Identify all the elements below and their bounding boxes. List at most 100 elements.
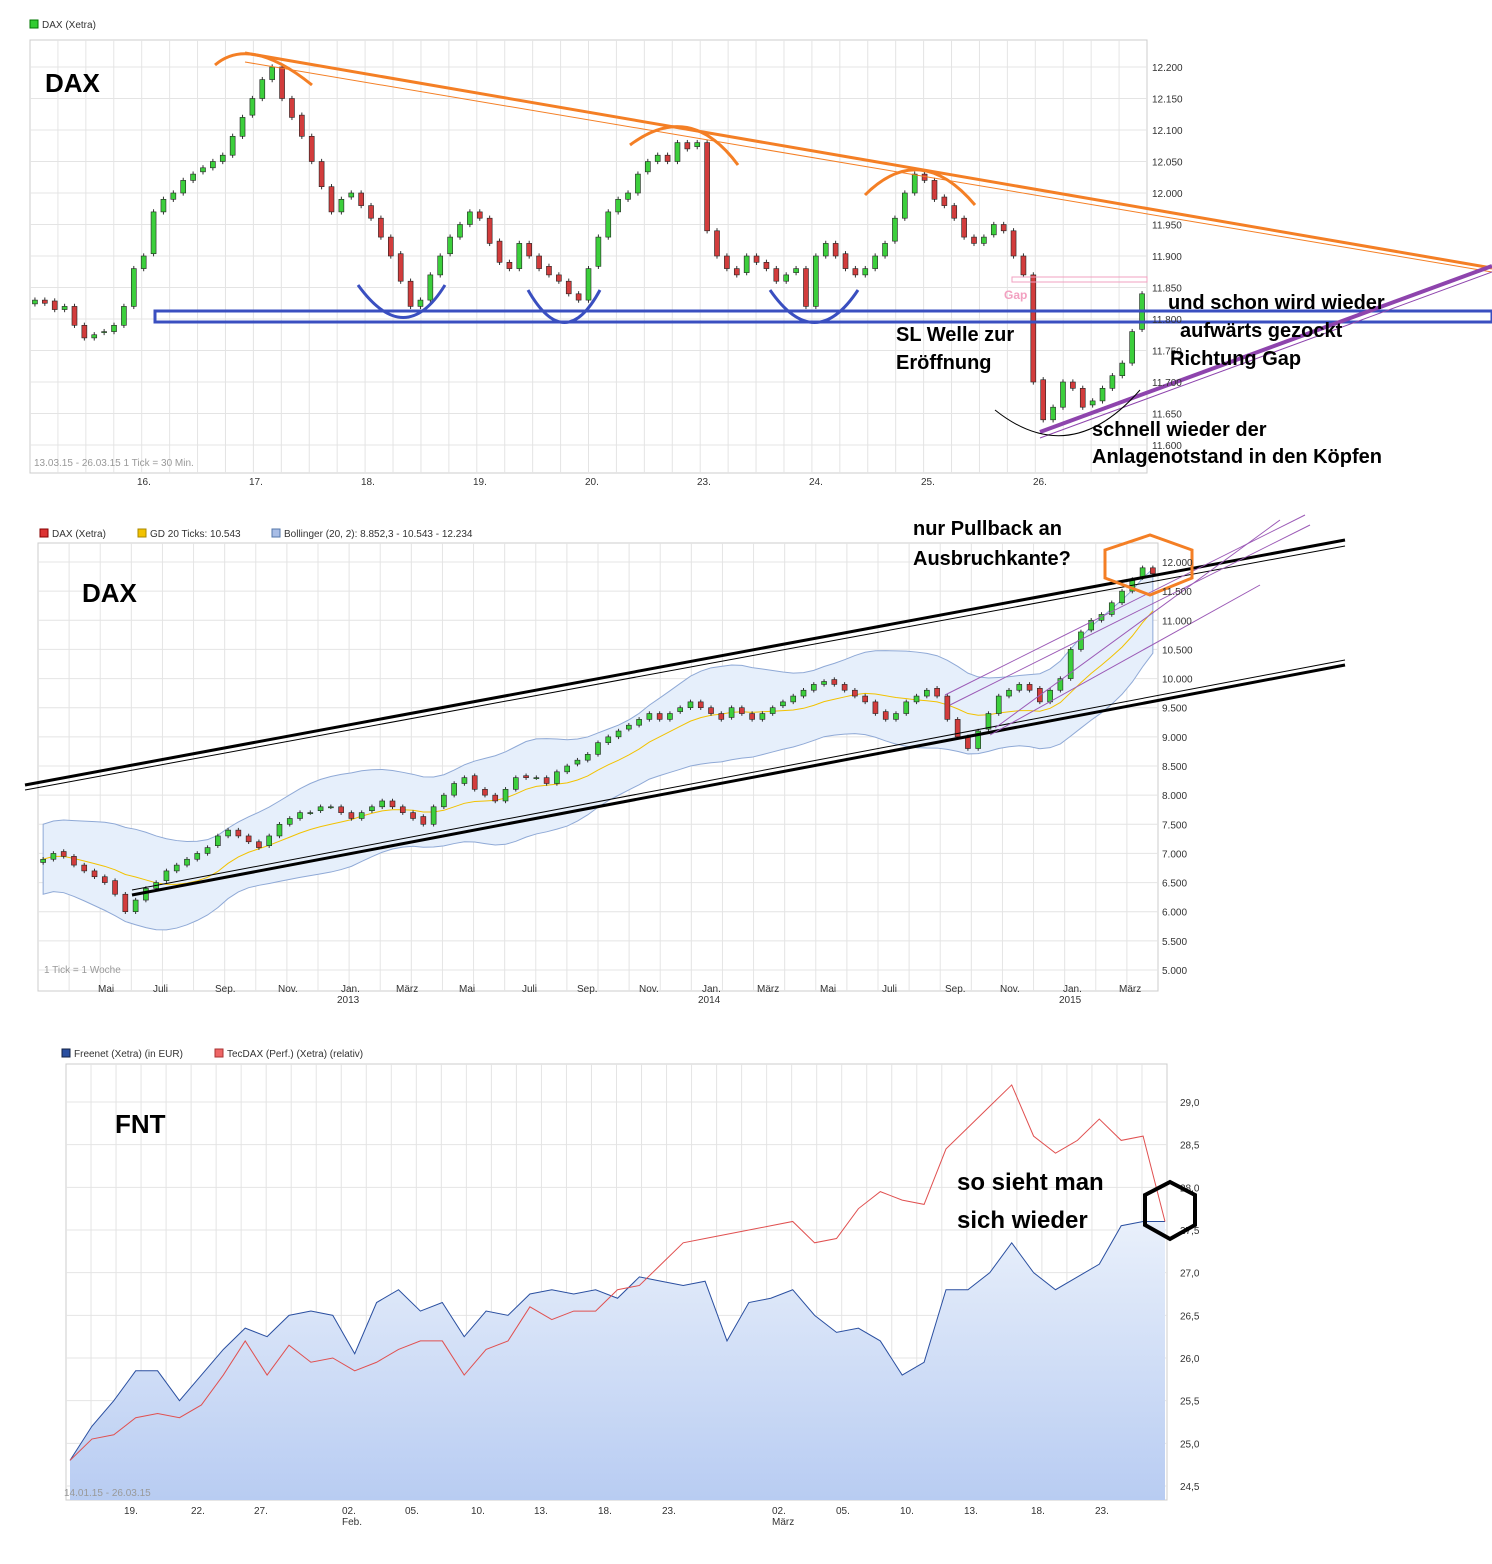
candle bbox=[1030, 272, 1037, 385]
candle bbox=[800, 687, 807, 699]
annotation-pullback: nur Pullback an Ausbruchkante? bbox=[913, 518, 1071, 570]
candle bbox=[410, 810, 416, 821]
candle bbox=[1119, 588, 1125, 606]
bottom-arc-2 bbox=[526, 289, 602, 324]
x-tick-label: 16. bbox=[137, 477, 151, 488]
x-tick-label: 17. bbox=[249, 477, 263, 488]
candle bbox=[132, 897, 139, 914]
candle bbox=[389, 798, 396, 810]
candle bbox=[753, 253, 760, 265]
channel-lower-line bbox=[131, 663, 1346, 897]
candle bbox=[931, 177, 938, 202]
candle bbox=[457, 221, 463, 240]
freenet-area bbox=[70, 1221, 1165, 1500]
candle bbox=[1109, 373, 1116, 391]
candle bbox=[112, 878, 118, 897]
candle bbox=[451, 781, 457, 798]
candle bbox=[40, 857, 46, 865]
x-axis: Mai Juli Sep. Nov. Jan. März Mai Juli Sep. Nov. Ja… bbox=[98, 984, 1141, 1006]
candle bbox=[1079, 385, 1086, 410]
x-tick-label: Nov. bbox=[1000, 984, 1020, 995]
y-tick-label: 11.800 bbox=[1152, 315, 1182, 326]
candle bbox=[378, 215, 384, 240]
peak-arc-2 bbox=[629, 125, 740, 166]
y-axis: 29,0 28,5 28,0 27,5 27,0 26,5 26,0 25,5 25,0 24,5 bbox=[1180, 1098, 1200, 1493]
x-tick-label: 05. bbox=[836, 1506, 850, 1517]
candle bbox=[71, 854, 77, 868]
legend-item-tecdax: TecDAX (Perf.) (Xetra) (relativ) bbox=[227, 1049, 363, 1060]
short-channel-4 bbox=[994, 519, 1281, 729]
candle bbox=[173, 862, 180, 874]
candle bbox=[533, 775, 540, 780]
candle bbox=[215, 833, 221, 848]
candle bbox=[32, 297, 38, 307]
candle bbox=[763, 259, 770, 272]
candle bbox=[654, 152, 661, 165]
candle bbox=[635, 171, 641, 196]
candle bbox=[842, 251, 849, 272]
candle bbox=[111, 322, 117, 335]
candle bbox=[427, 272, 434, 303]
candle bbox=[180, 177, 187, 196]
candle bbox=[399, 804, 406, 815]
x-tick-label: 19. bbox=[473, 477, 487, 488]
y-tick-label: 5.500 bbox=[1162, 937, 1187, 948]
candle bbox=[71, 303, 78, 328]
candle bbox=[60, 849, 67, 859]
candle bbox=[714, 228, 720, 259]
x-tick-label: Mai bbox=[820, 984, 836, 995]
candle bbox=[1119, 360, 1126, 379]
candle bbox=[892, 215, 898, 244]
candle bbox=[430, 804, 437, 827]
candle bbox=[1040, 377, 1047, 423]
candle bbox=[739, 705, 745, 716]
y-tick-label: 11.950 bbox=[1152, 221, 1182, 232]
x-tick-label: 13. bbox=[964, 1506, 978, 1517]
candle bbox=[204, 845, 211, 856]
candle bbox=[516, 240, 523, 272]
y-tick-label: 11.500 bbox=[1162, 587, 1192, 598]
candle bbox=[276, 822, 283, 839]
candle bbox=[328, 804, 334, 810]
candle bbox=[388, 234, 394, 259]
candle bbox=[289, 95, 295, 121]
candle bbox=[615, 728, 622, 740]
candle bbox=[677, 705, 684, 714]
resistance-line-thin bbox=[244, 61, 1492, 273]
candle bbox=[893, 711, 899, 722]
legend-item-bollinger: Bollinger (20, 2): 8.852,3 - 10.543 - 12… bbox=[284, 529, 473, 540]
candle bbox=[130, 265, 137, 310]
candle bbox=[1050, 404, 1056, 423]
candle bbox=[556, 272, 562, 284]
candle bbox=[1020, 253, 1027, 278]
series-line-tecdax bbox=[69, 1084, 1166, 1461]
candle bbox=[81, 862, 88, 874]
candle bbox=[297, 810, 303, 821]
short-channel-2 bbox=[949, 524, 1311, 706]
candle bbox=[595, 740, 601, 757]
candle bbox=[626, 722, 632, 732]
y-tick-label: 9.000 bbox=[1162, 733, 1187, 744]
legend-item-dax: DAX (Xetra) bbox=[42, 20, 96, 31]
candle bbox=[684, 139, 691, 152]
candle bbox=[249, 95, 256, 118]
candle bbox=[841, 682, 848, 693]
candle bbox=[210, 158, 216, 171]
candle bbox=[318, 158, 325, 190]
candle bbox=[358, 810, 365, 821]
x-axis: 16. 17. 18. 19. 20. 23. 24. 25. 26. bbox=[137, 477, 1047, 488]
x-tick-label: 25. bbox=[921, 477, 935, 488]
y-tick-label: 10.500 bbox=[1162, 645, 1193, 656]
candle bbox=[476, 209, 483, 221]
candle bbox=[101, 328, 107, 336]
peak-arc-1 bbox=[214, 52, 313, 87]
candle bbox=[636, 717, 642, 728]
candle bbox=[42, 297, 48, 306]
candle bbox=[981, 234, 987, 247]
y-tick-label: 27,0 bbox=[1180, 1269, 1200, 1280]
y-tick-label: 11.700 bbox=[1152, 378, 1182, 389]
candle bbox=[536, 253, 542, 272]
candle bbox=[471, 773, 478, 792]
candle bbox=[872, 253, 878, 272]
y-tick-label: 11.850 bbox=[1152, 284, 1182, 295]
